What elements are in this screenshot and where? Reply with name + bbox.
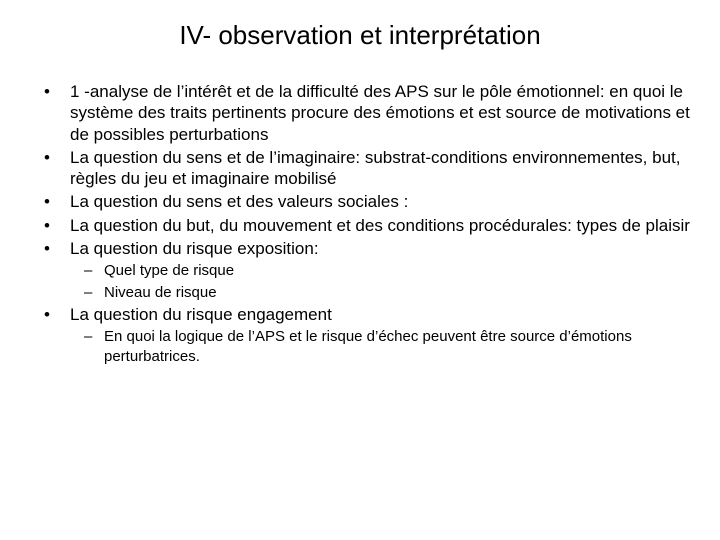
- slide-title: IV- observation et interprétation: [30, 20, 690, 51]
- bullet-text: La question du sens et de l’imaginaire: …: [70, 148, 680, 188]
- list-item: La question du but, du mouvement et des …: [30, 215, 690, 236]
- bullet-text: La question du but, du mouvement et des …: [70, 216, 690, 235]
- sub-list: En quoi la logique de l’APS et le risque…: [70, 327, 690, 366]
- sub-bullet-text: En quoi la logique de l’APS et le risque…: [104, 328, 632, 365]
- list-item: 1 -analyse de l’intérêt et de la difficu…: [30, 81, 690, 145]
- list-item: La question du sens et des valeurs socia…: [30, 191, 690, 212]
- bullet-text: La question du risque exposition:: [70, 239, 319, 258]
- sub-list-item: Quel type de risque: [70, 261, 690, 281]
- sub-bullet-text: Quel type de risque: [104, 262, 234, 279]
- bullet-list: 1 -analyse de l’intérêt et de la difficu…: [30, 81, 690, 366]
- list-item: La question du risque exposition: Quel t…: [30, 238, 690, 302]
- sub-list: Quel type de risque Niveau de risque: [70, 261, 690, 302]
- sub-bullet-text: Niveau de risque: [104, 284, 217, 301]
- bullet-text: La question du sens et des valeurs socia…: [70, 192, 408, 211]
- sub-list-item: En quoi la logique de l’APS et le risque…: [70, 327, 690, 366]
- bullet-text: 1 -analyse de l’intérêt et de la difficu…: [70, 82, 690, 144]
- list-item: La question du sens et de l’imaginaire: …: [30, 147, 690, 190]
- list-item: La question du risque engagement En quoi…: [30, 304, 690, 366]
- sub-list-item: Niveau de risque: [70, 283, 690, 303]
- bullet-text: La question du risque engagement: [70, 305, 332, 324]
